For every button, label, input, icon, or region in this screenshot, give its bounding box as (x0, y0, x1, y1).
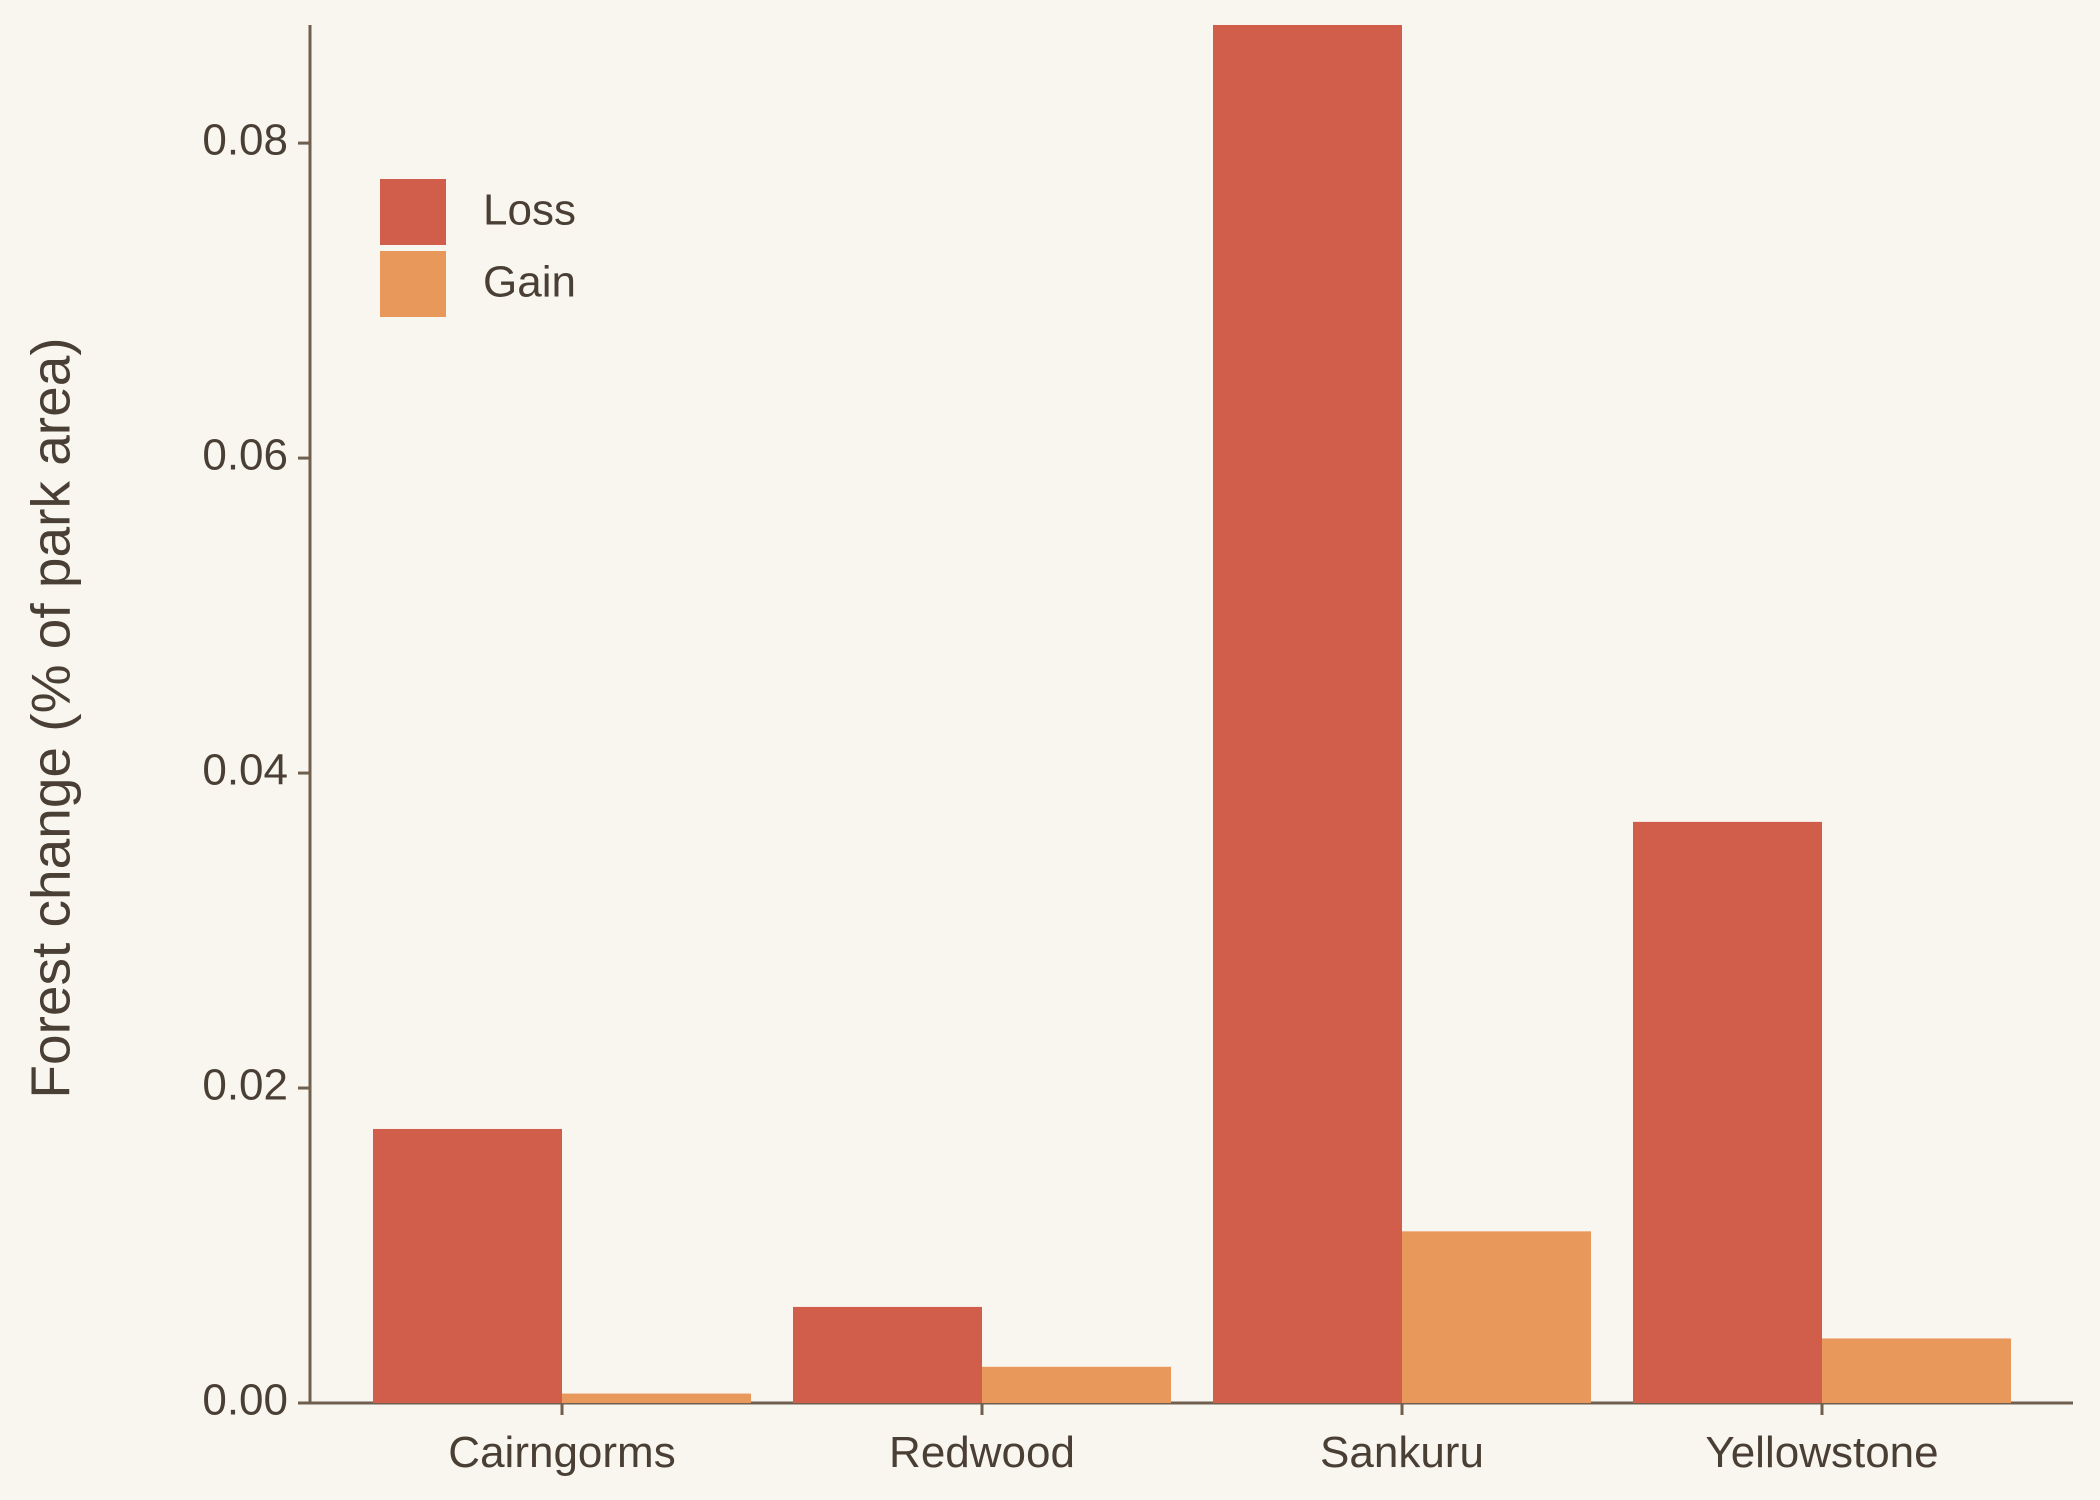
x-tick-label: Sankuru (1320, 1428, 1484, 1477)
y-axis-title: Forest change (% of park area) (20, 337, 82, 1098)
x-tick-label: Redwood (889, 1428, 1075, 1477)
bars (373, 25, 2011, 1403)
legend: Loss Gain (380, 179, 576, 317)
bar-gain-cairngorms (562, 1393, 751, 1403)
y-tick-label: 0.08 (202, 116, 288, 165)
y-tick-label: 0.06 (202, 431, 288, 480)
bar-loss-cairngorms (373, 1128, 562, 1403)
ticks: 0.00 0.02 0.04 0.06 0.08 Cairngorms Redwood San… (202, 116, 1938, 1477)
y-tick-label: 0.00 (202, 1376, 288, 1425)
y-tick-label: 0.02 (202, 1061, 288, 1110)
bar-loss-yellowstone (1633, 821, 1822, 1403)
x-tick-label: Cairngorms (448, 1428, 675, 1477)
bar-gain-yellowstone (1822, 1338, 2011, 1403)
bar-loss-sankuru (1213, 25, 1402, 1403)
y-tick-label: 0.04 (202, 746, 288, 795)
legend-label-gain: Gain (483, 258, 576, 307)
bar-gain-sankuru (1402, 1231, 1591, 1403)
bar-loss-redwood (793, 1306, 982, 1403)
legend-swatch-gain (380, 251, 446, 317)
legend-label-loss: Loss (483, 186, 576, 235)
x-tick-label: Yellowstone (1705, 1428, 1938, 1477)
bar-gain-redwood (982, 1366, 1171, 1403)
legend-swatch-loss (380, 179, 446, 245)
